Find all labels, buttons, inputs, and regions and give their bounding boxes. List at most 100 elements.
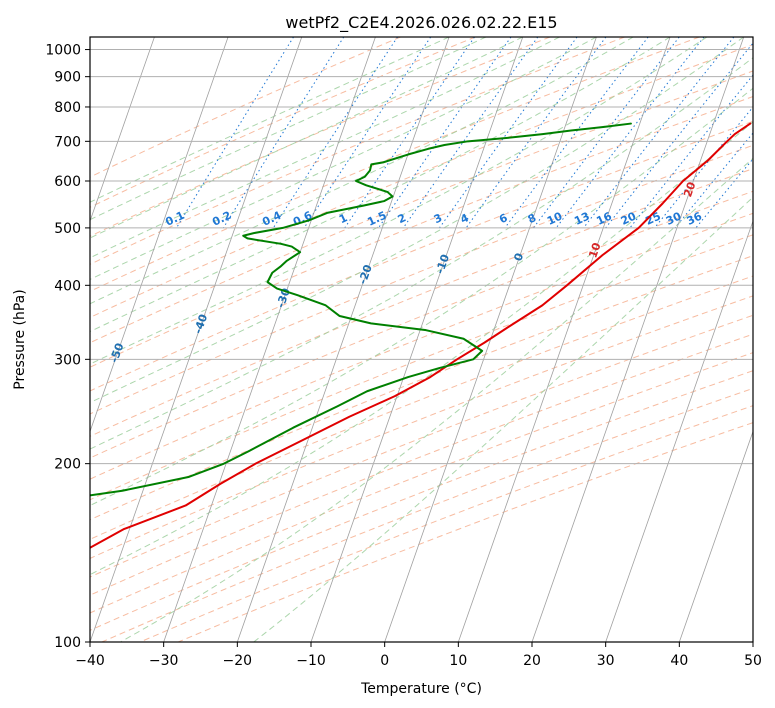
dry-adiabat-line [90,234,753,501]
x-tick-label: −10 [296,653,326,669]
moist-adiabat-line [253,196,753,642]
mixing-ratio-label: 30 [664,209,684,227]
mixing-ratio-line [605,42,753,229]
x-axis-label: Temperature (°C) [360,681,482,697]
dry-adiabat-line [90,37,476,208]
dry-adiabat-line [90,168,753,437]
mixing-ratio-label: 20 [619,209,639,227]
dry-adiabat-line [90,370,753,631]
moist-adiabat-line [120,157,753,642]
dry-adiabat-line [90,275,753,540]
mixing-ratio-label: 0.4 [260,209,283,229]
sounding-profiles [90,122,752,549]
isotherms [0,37,753,642]
mixing-ratio-line [222,37,345,229]
dry-adiabat-line [90,37,401,178]
isotherm-line [90,37,155,223]
mixing-ratio-line [303,37,432,229]
dewpoint-profile-line [90,122,632,497]
mixing-ratio-label: 36 [685,209,705,227]
y-axis: 100 200 300 400 500 600 700 800 900 1000 [45,43,90,651]
mixing-ratio-label: 10 [545,209,565,227]
dry-adiabat-line [90,144,753,415]
dry-adiabat-line [90,212,753,480]
moist-adiabat-line [90,37,560,259]
mixing-ratio-line [378,37,512,229]
x-tick-label: −40 [75,653,105,669]
temperature-profile-line [90,122,752,549]
mixing-ratio-line [465,37,607,229]
isotherm-label: -10 [433,252,452,275]
mixing-ratio-line [504,37,649,229]
isotherm-line [236,37,450,642]
dry-adiabat-line [90,120,753,392]
mixing-ratio-line [272,37,398,229]
dry-adiabat-line [90,333,753,596]
moist-adiabat-line [90,121,753,576]
mixing-ratio-line [402,37,539,229]
isotherm-line [163,37,376,642]
isotherm-line [90,37,303,642]
mixing-ratio-label: 25 [643,210,662,228]
x-tick-label: −30 [149,653,179,669]
x-axis: −40 −30 −20 −10 0 10 20 30 40 50 [75,642,762,669]
chart-title: wetPf2_C2E4.2026.026.02.22.E15 [285,13,557,33]
isotherm-line [90,37,229,433]
isotherm-line [310,37,524,642]
moist-adiabat-line [90,37,708,365]
pressure-gridlines [90,49,753,642]
moist-adiabat-line [90,37,745,404]
moist-adiabats [90,37,753,642]
mixing-ratio-label: 13 [572,210,591,228]
x-tick-label: 30 [597,653,615,669]
mixing-ratio-lines [176,37,753,229]
moist-adiabat-line [90,37,671,333]
isotherm-line [752,640,753,642]
y-tick-label: 600 [54,174,81,190]
mixing-ratio-line [176,37,294,229]
moist-adiabat-line [90,57,753,450]
isotherm-line [678,430,753,642]
isotherm-label: 20 [681,180,698,199]
dry-adiabat-line [90,190,753,459]
moist-adiabat-line [90,37,450,203]
x-tick-label: 10 [449,653,467,669]
isotherm-label: -50 [108,341,127,364]
plot-frame [89,36,754,643]
dry-adiabats [90,37,753,642]
mixing-ratio-line [695,158,753,229]
isotherm-line [531,37,745,642]
y-tick-label: 100 [54,635,81,651]
mixing-ratio-line [654,106,753,229]
y-tick-label: 900 [54,70,81,86]
dry-adiabat-line [101,387,753,642]
isotherm-label: 0 [511,251,526,263]
y-tick-label: 300 [54,352,81,368]
x-tick-label: 20 [523,653,541,669]
isotherm-line [0,37,7,642]
x-tick-label: −20 [223,653,253,669]
dry-adiabat-line [90,255,753,521]
y-tick-label: 200 [54,457,81,473]
dry-adiabat-line [90,314,753,578]
dry-adiabat-line [90,70,753,344]
moist-adiabat-line [90,37,487,221]
mixing-ratio-label: 16 [594,209,614,227]
mixing-ratio-label: 0.2 [210,209,233,229]
y-axis-label: Pressure (hPa) [12,289,28,389]
dry-adiabat-line [90,295,753,559]
mixing-ratio-line [629,74,753,229]
x-tick-label: 50 [744,653,762,669]
x-tick-label: 0 [380,653,389,669]
dry-adiabat-line [90,37,625,265]
dry-adiabat-line [90,44,753,319]
isotherm-label: -20 [356,263,375,286]
y-tick-label: 500 [54,221,81,237]
isotherm-label: -40 [191,312,210,335]
dry-adiabat-line [90,96,753,368]
y-tick-label: 700 [54,134,81,150]
mixing-ratio-label: 1.5 [365,209,388,229]
x-tick-label: 40 [670,653,688,669]
mixing-ratio-line [344,37,475,229]
mixing-ratio-label: 2 [396,211,408,226]
